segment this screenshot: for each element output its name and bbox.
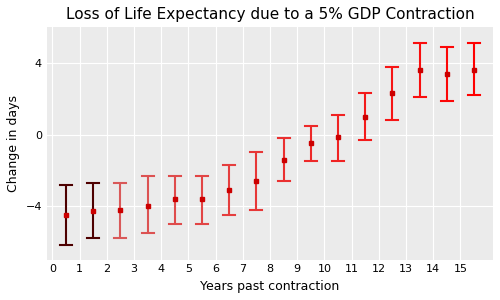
X-axis label: Years past contraction: Years past contraction — [200, 280, 340, 293]
Y-axis label: Change in days: Change in days — [7, 95, 20, 192]
Title: Loss of Life Expectancy due to a 5% GDP Contraction: Loss of Life Expectancy due to a 5% GDP … — [66, 7, 474, 22]
